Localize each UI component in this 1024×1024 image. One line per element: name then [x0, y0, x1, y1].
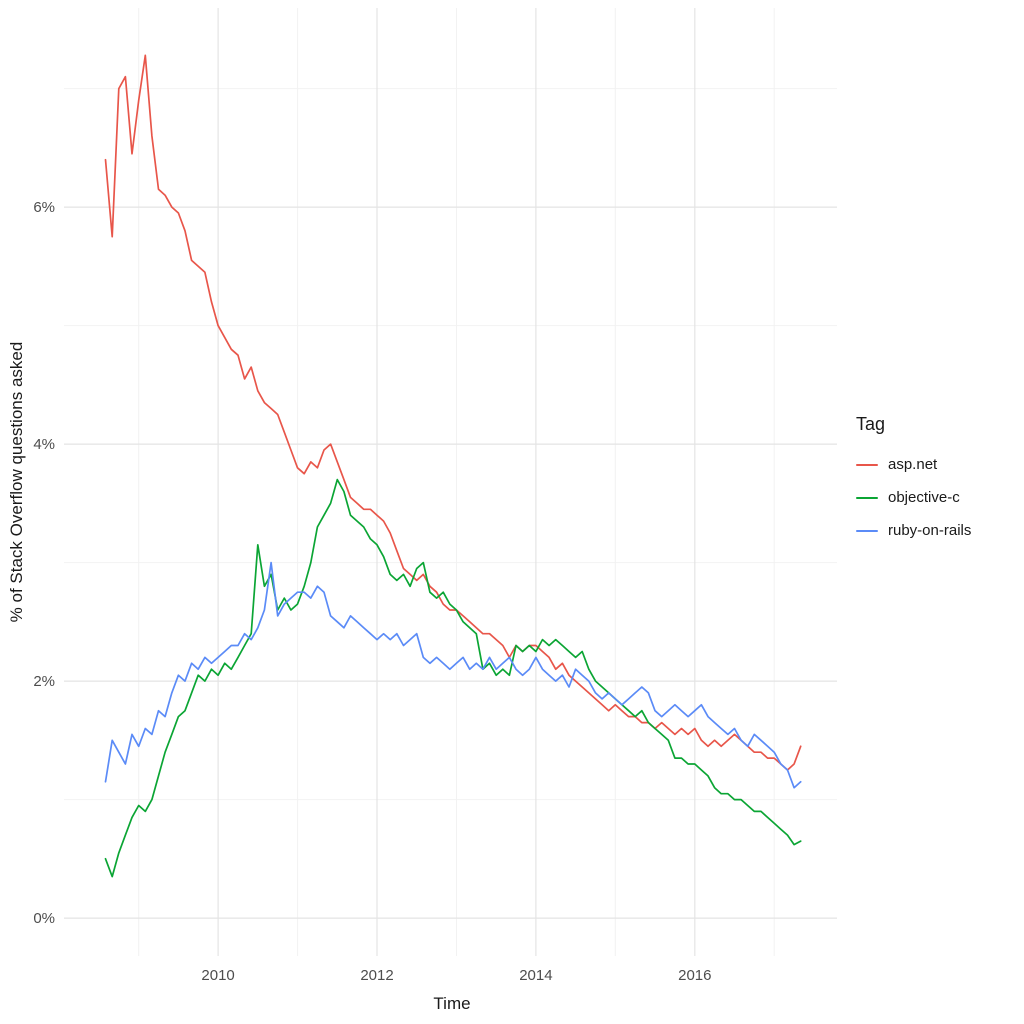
axis-tick-labels: 0% 2% 4% 6% 2010 2012 2014 2016 — [33, 199, 711, 984]
series-line-ruby-on-rails — [104, 561, 802, 789]
x-tick-label: 2016 — [678, 967, 711, 984]
legend-line-swatch — [856, 529, 878, 532]
grid-minor — [64, 8, 837, 956]
legend-line-swatch — [856, 496, 878, 499]
y-axis-title: % of Stack Overflow questions asked — [7, 341, 26, 623]
y-tick-label: 6% — [33, 199, 55, 216]
y-tick-label: 2% — [33, 673, 55, 690]
legend-label: asp.net — [888, 456, 938, 473]
legend-item-asp.net: asp.net — [856, 448, 971, 481]
legend-items: asp.net objective-c ruby-on-rails — [856, 448, 971, 547]
series-line-asp.net — [104, 54, 802, 771]
x-axis-title: Time — [433, 994, 471, 1013]
grid-major — [64, 8, 837, 956]
x-tick-label: 2012 — [360, 967, 393, 984]
legend-label: objective-c — [888, 489, 960, 506]
legend-item-ruby-on-rails: ruby-on-rails — [856, 514, 971, 547]
series-line-objective-c — [104, 478, 802, 878]
legend-title: Tag — [856, 414, 886, 434]
legend: Tag asp.net objective-c ruby-on-rails — [856, 414, 971, 547]
x-tick-label: 2014 — [519, 967, 552, 984]
y-tick-label: 0% — [33, 910, 55, 927]
x-tick-label: 2010 — [201, 967, 234, 984]
legend-label: ruby-on-rails — [888, 522, 972, 539]
legend-line-swatch — [856, 463, 878, 466]
y-tick-label: 4% — [33, 436, 55, 453]
legend-item-objective-c: objective-c — [856, 481, 971, 514]
